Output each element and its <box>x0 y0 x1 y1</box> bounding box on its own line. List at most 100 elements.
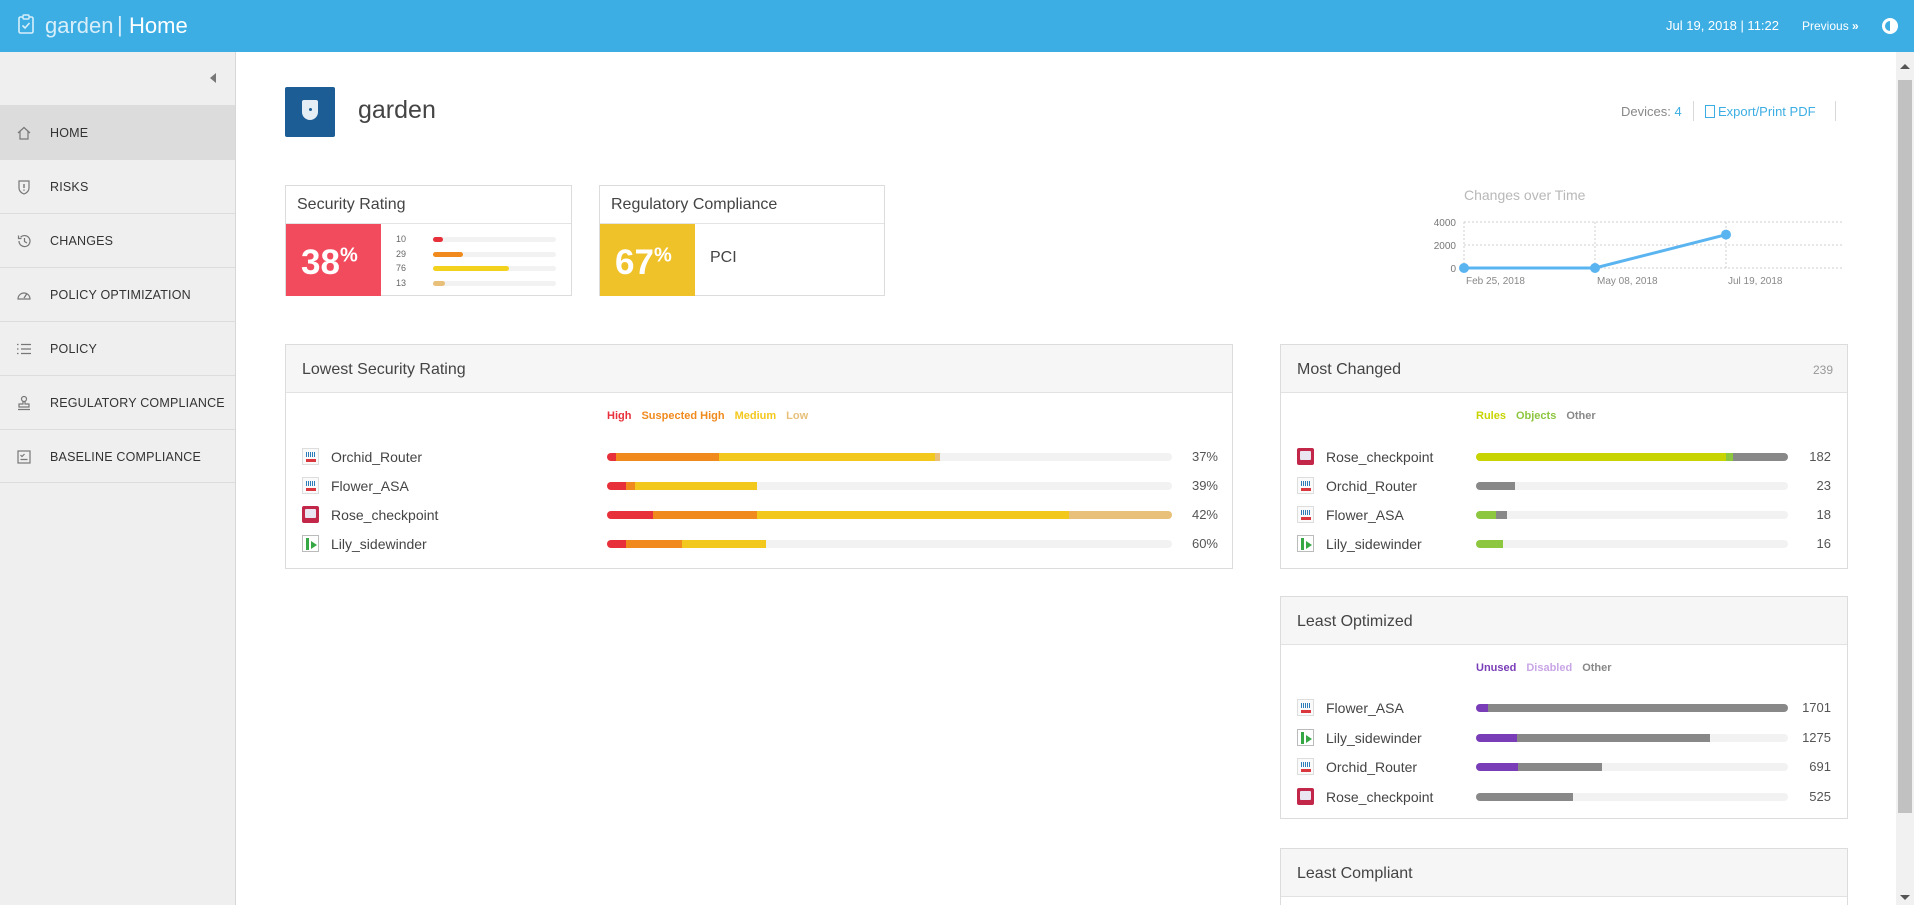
scroll-thumb[interactable] <box>1898 80 1912 813</box>
legend-item[interactable]: Objects <box>1515 410 1557 422</box>
compliance-value: 67% <box>600 224 695 296</box>
sidebar: HOME RISKS CHANGES POLICY OPTIMIZATION P… <box>0 52 236 905</box>
legend-item[interactable]: Suspected High <box>641 410 725 422</box>
legend-item[interactable]: Rules <box>1476 410 1506 422</box>
severity-count: 29 <box>396 248 407 259</box>
bar-segment <box>616 453 719 461</box>
severity-legend: High Suspected High Medium Low <box>607 410 818 422</box>
sidewinder-device-icon <box>1297 535 1314 552</box>
device-row[interactable]: Flower_ASA 18 <box>1281 506 1847 535</box>
checkpoint-device-icon <box>1297 787 1314 805</box>
device-row[interactable]: Flower_ASA 1701 <box>1281 699 1847 728</box>
sidebar-item-label: CHANGES <box>50 234 114 248</box>
sidebar-nav: HOME RISKS CHANGES POLICY OPTIMIZATION P… <box>0 105 235 483</box>
device-name[interactable]: Lily_sidewinder <box>1326 536 1422 552</box>
brand-name[interactable]: garden <box>45 13 114 38</box>
bar-segment <box>1476 733 1517 742</box>
security-rating-card[interactable]: Security Rating 38% 10 29 76 13 <box>285 185 572 296</box>
sidebar-item-baseline-compliance[interactable]: BASELINE COMPLIANCE <box>0 429 235 483</box>
bar-segment <box>1476 763 1519 771</box>
bar-segment <box>607 511 654 519</box>
stacked-bar <box>1476 511 1788 519</box>
device-row[interactable]: Flower_ASA 39% <box>286 477 1232 506</box>
severity-bar-track <box>433 266 556 271</box>
title-separator: | <box>117 12 123 37</box>
export-pdf-button[interactable]: Export/Print PDF <box>1705 104 1816 119</box>
legend-item[interactable]: Other <box>1582 662 1612 674</box>
regulatory-compliance-card[interactable]: Regulatory Compliance 67% PCI <box>599 185 885 296</box>
sidebar-item-policy-optimization[interactable]: POLICY OPTIMIZATION <box>0 267 235 321</box>
device-row[interactable]: Orchid_Router 691 <box>1281 758 1847 787</box>
scroll-up-icon[interactable] <box>1900 64 1910 69</box>
device-name[interactable]: Rose_checkpoint <box>1326 788 1434 805</box>
device-row[interactable]: Lily_sidewinder 1275 <box>1281 728 1847 758</box>
device-row[interactable]: Orchid_Router 37% <box>286 448 1232 477</box>
sidewinder-device-icon <box>1297 728 1314 746</box>
sidebar-item-regulatory-compliance[interactable]: REGULATORY COMPLIANCE <box>0 375 235 429</box>
severity-bar-track <box>433 237 556 242</box>
previous-button[interactable]: Previous » <box>1802 19 1859 33</box>
sidebar-item-policy[interactable]: POLICY <box>0 321 235 375</box>
x-tick-label: Feb 25, 2018 <box>1466 276 1525 287</box>
device-row[interactable]: Lily_sidewinder 60% <box>286 535 1232 564</box>
device-row[interactable]: Lily_sidewinder 16 <box>1281 535 1847 564</box>
legend-item[interactable]: Other <box>1566 410 1596 422</box>
device-name[interactable]: Lily_sidewinder <box>331 536 427 552</box>
legend-item[interactable]: High <box>607 410 632 422</box>
device-name[interactable]: Rose_checkpoint <box>1326 449 1434 465</box>
report-datetime: Jul 19, 2018 | 11:22 <box>1666 18 1780 33</box>
bar-segment <box>935 453 941 461</box>
stacked-bar <box>607 511 1172 519</box>
page-scrollbar[interactable] <box>1896 52 1914 905</box>
device-name[interactable]: Orchid_Router <box>1326 759 1418 775</box>
stacked-bar <box>1476 453 1788 461</box>
panel-count: 239 <box>1812 363 1833 377</box>
x-tick-label: May 08, 2018 <box>1597 276 1658 287</box>
row-value: 1275 <box>1802 729 1831 745</box>
stacked-bar <box>1476 540 1788 548</box>
device-row[interactable]: Rose_checkpoint 42% <box>286 506 1232 535</box>
device-name[interactable]: Flower_ASA <box>1326 507 1404 523</box>
collapse-sidebar-icon[interactable] <box>206 70 220 86</box>
bar-segment <box>1476 482 1515 490</box>
scroll-down-icon[interactable] <box>1900 895 1910 900</box>
panel-title: Least Compliant <box>1297 865 1413 882</box>
kpi-number: 38 <box>301 243 340 282</box>
device-name[interactable]: Lily_sidewinder <box>1326 729 1422 746</box>
bar-segment <box>607 540 626 548</box>
compliance-standard: PCI <box>710 249 737 266</box>
y-tick-label: 4000 <box>1434 218 1457 229</box>
device-row[interactable]: Orchid_Router 23 <box>1281 477 1847 506</box>
legend-item[interactable]: Disabled <box>1526 662 1573 674</box>
bar-segment <box>653 511 758 519</box>
bar-segment <box>1476 540 1504 548</box>
legend-item[interactable]: Unused <box>1476 662 1517 674</box>
sidebar-item-changes[interactable]: CHANGES <box>0 213 235 267</box>
page-title: Home <box>129 13 188 38</box>
row-value: 16 <box>1816 536 1831 551</box>
sidebar-item-home[interactable]: HOME <box>0 105 235 159</box>
legend-item[interactable]: Medium <box>734 410 777 422</box>
cisco-device-icon <box>1297 477 1314 494</box>
device-name[interactable]: Flower_ASA <box>1326 700 1404 716</box>
clipboard-check-icon <box>18 14 34 34</box>
stacked-bar <box>1476 482 1788 490</box>
changes-over-time-chart[interactable]: Changes over Time 4000 2000 0 Feb 25, 2018 Ma… <box>1420 180 1850 295</box>
severity-count: 76 <box>396 263 407 273</box>
sidebar-item-risks[interactable]: RISKS <box>0 159 235 213</box>
checkpoint-device-icon <box>302 506 319 523</box>
device-name[interactable]: Orchid_Router <box>1326 478 1418 494</box>
device-name[interactable]: Rose_checkpoint <box>331 507 439 523</box>
devices-count-link[interactable]: Devices: 4 <box>1621 104 1682 119</box>
kpi-unit: % <box>339 244 358 267</box>
device-logo <box>285 87 335 137</box>
device-name[interactable]: Flower_ASA <box>331 478 409 494</box>
sidebar-item-label: POLICY OPTIMIZATION <box>50 288 191 302</box>
row-value: 42% <box>1191 507 1218 522</box>
device-name[interactable]: Orchid_Router <box>331 449 423 465</box>
bar-segment <box>1476 704 1489 712</box>
device-row[interactable]: Rose_checkpoint 182 <box>1281 448 1847 477</box>
history-clock-icon[interactable] <box>1882 18 1898 34</box>
legend-item[interactable]: Low <box>786 410 809 422</box>
device-row[interactable]: Rose_checkpoint 525 <box>1281 787 1847 817</box>
